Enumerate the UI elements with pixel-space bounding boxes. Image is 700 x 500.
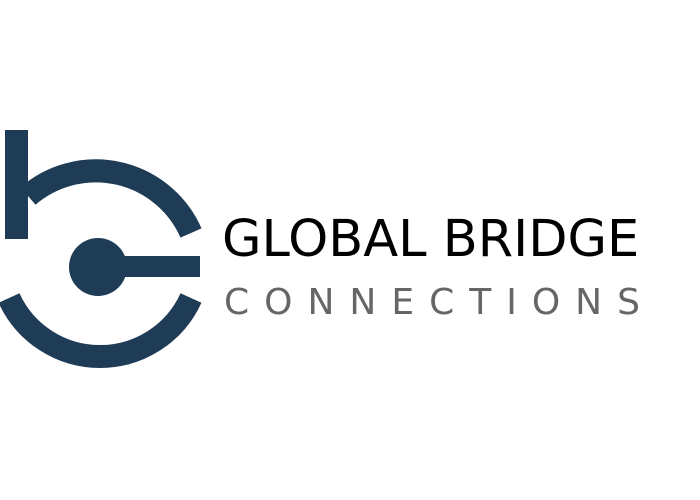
logo-upper-arc [20, 159, 202, 238]
logo-node [69, 238, 127, 296]
logo-stem [5, 130, 28, 239]
brand-subline: CONNECTIONS [224, 282, 655, 323]
logo-lower-arc [0, 293, 202, 369]
logo-connector [112, 256, 200, 277]
brand-name: GLOBAL BRIDGE [222, 210, 640, 269]
